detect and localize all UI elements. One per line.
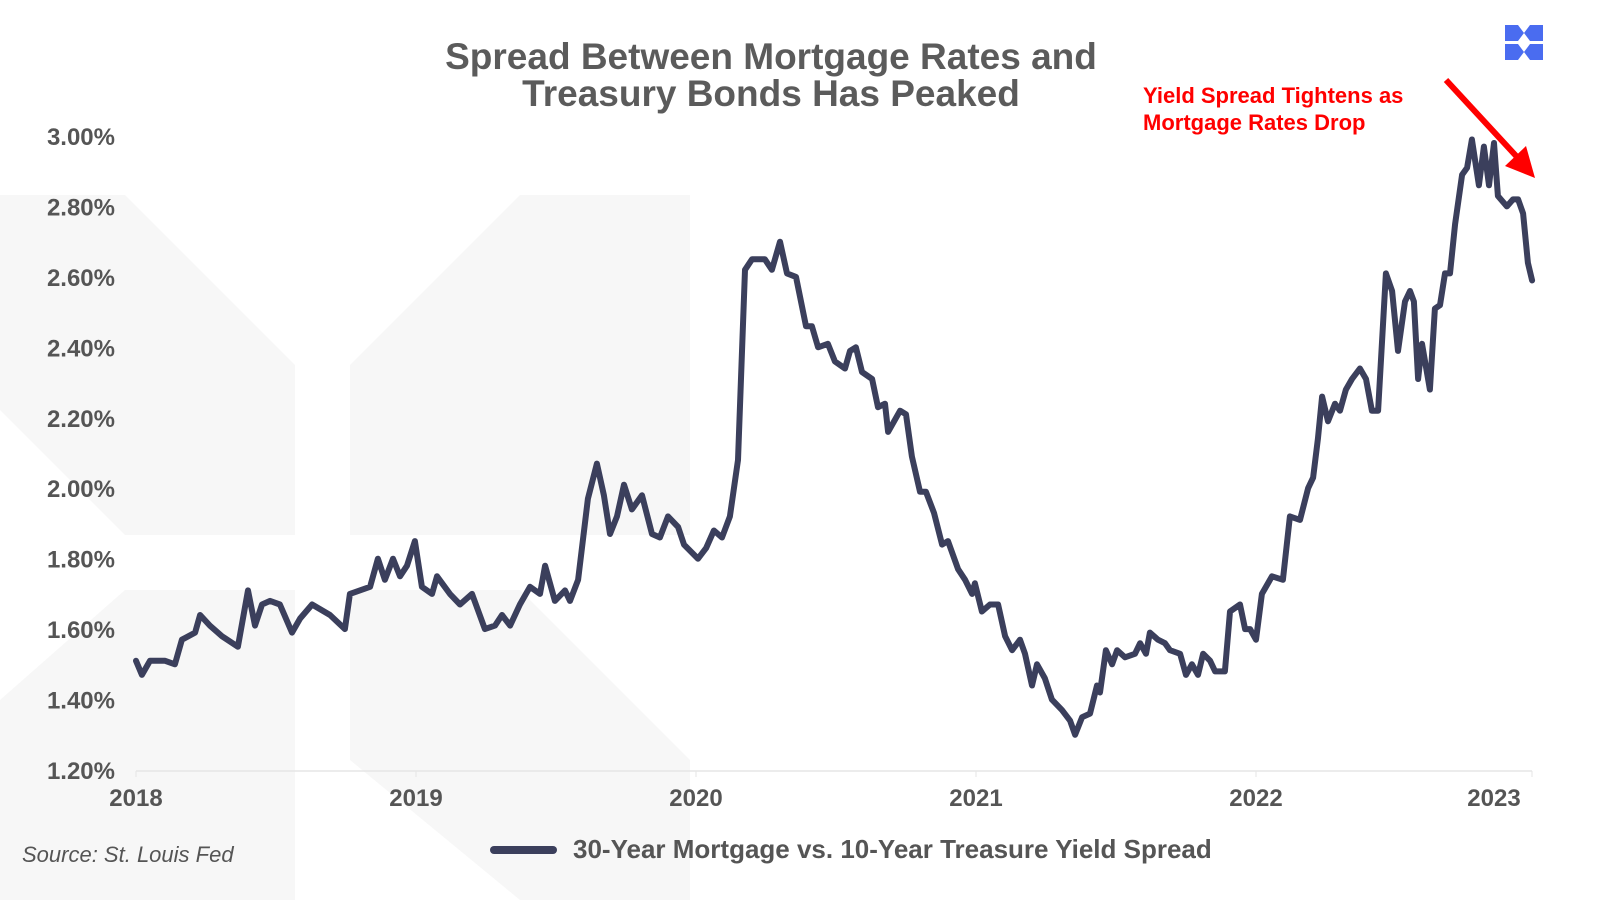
legend: 30-Year Mortgage vs. 10-Year Treasure Yi… bbox=[490, 834, 1212, 864]
annotation: Yield Spread Tightens as Mortgage Rates … bbox=[1143, 77, 1535, 178]
series-layer bbox=[133, 136, 1536, 738]
x-axis: 2018 2019 2020 2021 2022 2023 bbox=[109, 771, 1533, 812]
annotation-arrow-shaft bbox=[1443, 77, 1521, 161]
y-axis: 1.20% 1.40% 1.60% 1.80% 2.00% 2.20% 2.40% 2.60%… bbox=[47, 124, 115, 785]
y-tick-label: 1.40% bbox=[47, 688, 115, 715]
y-tick-label: 2.00% bbox=[47, 476, 115, 503]
x-tick-label: 2021 bbox=[949, 785, 1002, 812]
x-tick-label: 2020 bbox=[669, 785, 722, 812]
watermark bbox=[0, 195, 690, 900]
source-note: Source: St. Louis Fed bbox=[22, 842, 234, 867]
annotation-line-2: Mortgage Rates Drop bbox=[1143, 110, 1365, 135]
chart-title-line-1: Spread Between Mortgage Rates and bbox=[445, 36, 1097, 77]
y-tick-label: 1.80% bbox=[47, 547, 115, 574]
y-tick-label: 2.60% bbox=[47, 265, 115, 292]
logo-icon bbox=[1505, 25, 1543, 60]
x-tick-label: 2022 bbox=[1229, 785, 1282, 812]
y-tick-label: 2.40% bbox=[47, 335, 115, 362]
y-tick-label: 1.20% bbox=[47, 758, 115, 785]
x-tick-label: 2018 bbox=[109, 785, 162, 812]
legend-label: 30-Year Mortgage vs. 10-Year Treasure Yi… bbox=[573, 834, 1212, 864]
chart-title: Spread Between Mortgage Rates and Treasu… bbox=[445, 36, 1097, 114]
x-tick-label: 2023 bbox=[1467, 785, 1520, 812]
annotation-line-1: Yield Spread Tightens as bbox=[1143, 83, 1403, 108]
y-tick-label: 2.20% bbox=[47, 406, 115, 433]
series-line bbox=[133, 136, 1536, 738]
x-tick-label: 2019 bbox=[389, 785, 442, 812]
y-tick-label: 1.60% bbox=[47, 617, 115, 644]
chart-title-line-2: Treasury Bonds Has Peaked bbox=[522, 73, 1020, 114]
y-tick-label: 2.80% bbox=[47, 194, 115, 221]
annotation-arrow-head bbox=[1505, 146, 1535, 178]
y-tick-label: 3.00% bbox=[47, 124, 115, 151]
